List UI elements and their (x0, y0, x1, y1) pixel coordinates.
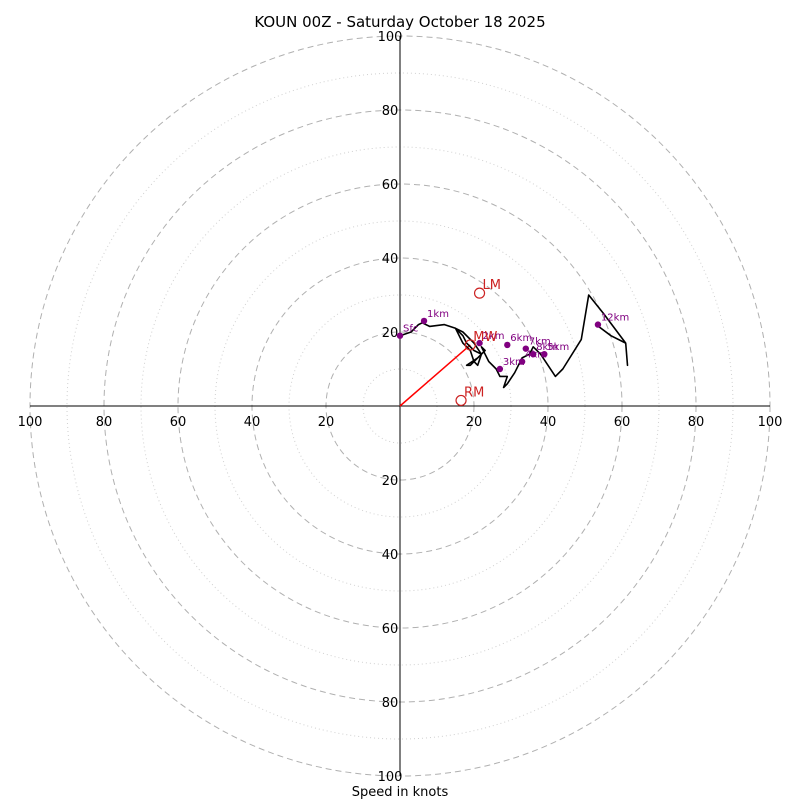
storm-motions: LM RM MW (455, 278, 501, 407)
storm-motion-marker (473, 287, 486, 299)
shear-vector (399, 344, 471, 407)
profile-line (399, 294, 629, 389)
y-tick-label: 80 (382, 696, 399, 711)
x-tick-label: 100 (18, 415, 43, 430)
y-tick-label: 80 (382, 104, 399, 119)
storm-motion-marker (455, 394, 467, 407)
height-marker-dot (530, 351, 537, 358)
height-marker-label: 1km (427, 309, 449, 320)
storm-motion-label: LM (483, 278, 501, 293)
storm-motion-marker (464, 339, 476, 351)
y-tick-label: 60 (382, 178, 399, 193)
x-tick-label: 60 (614, 415, 631, 430)
height-marker-dot (496, 365, 504, 373)
height-marker-dot (594, 321, 602, 328)
height-marker-label: 7km (529, 337, 551, 348)
shear-vector-line (399, 344, 471, 407)
x-tick-label: 80 (96, 415, 113, 430)
x-tick-label: 40 (244, 415, 261, 430)
height-marker-label: 3km (503, 357, 525, 368)
storm-motion-label: MW (473, 330, 497, 345)
x-axis-label: Speed in knots (352, 785, 449, 800)
height-marker-label: 12km (601, 313, 629, 324)
wind-profile (399, 294, 629, 389)
height-marker-dot (396, 332, 404, 339)
y-tick-label: 100 (378, 30, 403, 45)
height-marker-label: 5km (547, 342, 569, 353)
x-tick-label: 40 (540, 415, 557, 430)
height-marker-label: 6km (510, 333, 532, 344)
x-tick-label: 20 (466, 415, 483, 430)
height-marker-label: 8km (536, 342, 558, 353)
height-marker-label: 2km (483, 331, 505, 342)
x-tick-label: 60 (170, 415, 187, 430)
chart-title: KOUN 00Z - Saturday October 18 2025 (254, 13, 545, 31)
height-marker-dot (420, 317, 428, 325)
tick-labels: 100 80 60 40 20 20 40 60 80 100 100 80 60 40 20 20 40 60 8… (18, 30, 783, 785)
y-tick-label: 100 (378, 770, 403, 785)
y-tick-label: 60 (382, 622, 399, 637)
height-markers: Sfc1km2km3km4km5km6km7km8km12km (396, 309, 629, 373)
y-tick-label: 20 (382, 326, 399, 341)
y-tick-label: 40 (382, 548, 399, 563)
x-tick-label: 100 (758, 415, 783, 430)
height-marker-dot (518, 358, 526, 365)
x-tick-label: 20 (318, 415, 335, 430)
height-marker-dot (541, 351, 548, 358)
height-marker-label: Sfc (403, 324, 418, 335)
x-tick-label: 80 (688, 415, 705, 430)
height-marker-dot (476, 339, 483, 347)
height-marker-dot (504, 341, 511, 349)
y-tick-label: 20 (382, 474, 399, 489)
height-marker-dot (522, 345, 529, 352)
y-tick-label: 40 (382, 252, 399, 267)
storm-motion-label: RM (464, 385, 484, 400)
